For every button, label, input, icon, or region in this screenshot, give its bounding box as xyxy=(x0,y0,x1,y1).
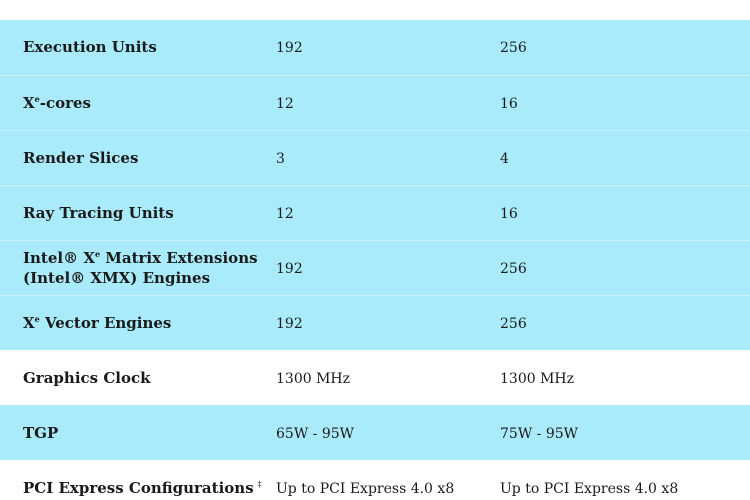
spec-value-col1: 192 xyxy=(276,40,303,57)
spec-row-graphics-clock: Graphics Clock 1300 MHz 1300 MHz xyxy=(0,350,750,405)
spec-value-col1: 1300 MHz xyxy=(276,370,350,387)
spec-row-vector-engines: Xe Vector Engines 192 256 xyxy=(0,294,750,350)
spec-label: Render Slices xyxy=(0,129,276,185)
spec-label: Xe Vector Engines xyxy=(0,294,276,350)
spec-label: TGP xyxy=(23,423,59,442)
spec-value-col2: 256 xyxy=(500,40,527,57)
spec-row-pci-express: PCI Express Configurations ‡ Up to PCI Ex… xyxy=(0,460,750,500)
spec-label: Graphics Clock xyxy=(23,368,151,387)
spec-label: Xe-cores xyxy=(0,74,276,130)
spec-value-col1: 12 xyxy=(276,184,500,240)
spec-value-col2: 4 xyxy=(500,129,750,185)
spec-table: Execution Units 192 256 Xe-cores 12 16 R… xyxy=(0,20,750,500)
spec-label: PCI Express Configurations ‡ xyxy=(23,478,262,497)
spec-row-xe-cores: Xe-cores 12 16 xyxy=(0,74,750,130)
spec-label: Ray Tracing Units xyxy=(0,184,276,240)
spec-value-col1: 192 xyxy=(276,239,500,295)
spec-row-execution-units: Execution Units 192 256 xyxy=(0,20,750,75)
spec-value-col2: 1300 MHz xyxy=(500,370,574,387)
spec-value-col2: Up to PCI Express 4.0 x8 xyxy=(500,480,679,497)
spec-value-col2: 256 xyxy=(500,294,750,350)
spec-row-ray-tracing-units: Ray Tracing Units 12 16 xyxy=(0,184,750,240)
spec-value-col1: 192 xyxy=(276,294,500,350)
footnote-link[interactable]: ‡ xyxy=(257,479,262,489)
spec-value-col2: 75W - 95W xyxy=(500,425,579,442)
spec-value-col2: 256 xyxy=(500,239,750,295)
spec-value-col1: 3 xyxy=(276,129,500,185)
top-strip xyxy=(0,0,750,20)
spec-value-col1: 65W - 95W xyxy=(276,425,355,442)
spec-value-col1: 12 xyxy=(276,74,500,130)
spec-row-tgp: TGP 65W - 95W 75W - 95W xyxy=(0,405,750,460)
spec-row-render-slices: Render Slices 3 4 xyxy=(0,129,750,185)
spec-value-col2: 16 xyxy=(500,184,750,240)
spec-row-xmx-engines: Intel® Xe Matrix Extensions (Intel® XMX)… xyxy=(0,239,750,295)
spec-value-col1: Up to PCI Express 4.0 x8 xyxy=(276,480,455,497)
spec-label: Execution Units xyxy=(23,38,157,57)
spec-value-col2: 16 xyxy=(500,74,750,130)
spec-label: Intel® Xe Matrix Extensions (Intel® XMX)… xyxy=(0,239,276,295)
